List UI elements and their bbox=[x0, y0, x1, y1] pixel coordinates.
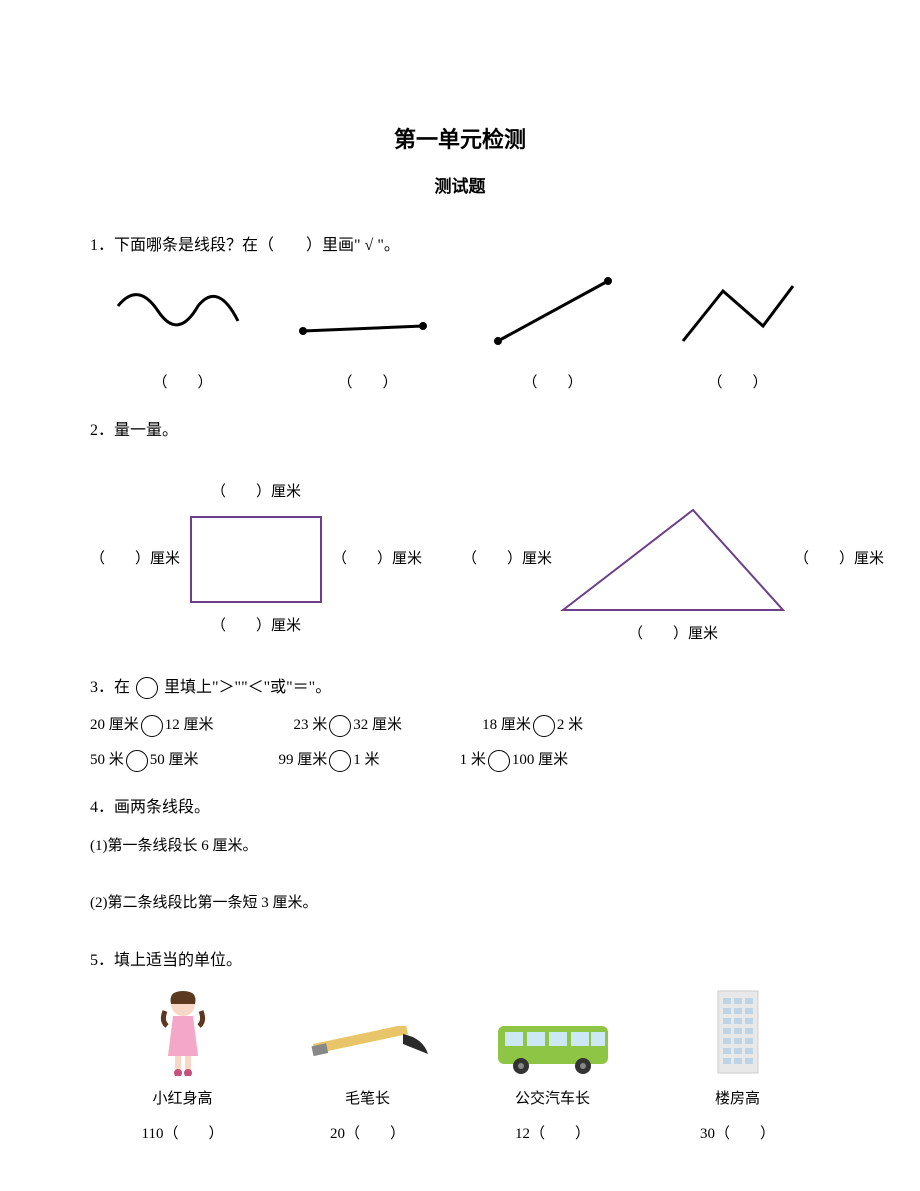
q2-tri-right: （ ）厘米 bbox=[794, 546, 884, 573]
triangle-icon bbox=[558, 505, 788, 615]
girl-icon bbox=[108, 986, 258, 1076]
q1-shape-zigzag: （ ） bbox=[658, 271, 818, 397]
q5-value-3: 12（ ） bbox=[478, 1121, 628, 1148]
circle-icon bbox=[533, 715, 555, 737]
circle-icon bbox=[136, 677, 158, 699]
q1-shape-segment: （ ） bbox=[288, 271, 448, 397]
q4-sub2: (2)第二条线段比第一条短 3 厘米。 bbox=[90, 890, 830, 917]
q3-row-2: 50 米50 厘米 99 厘米1 米 1 米100 厘米 bbox=[90, 747, 830, 774]
q5-item-bus: 公交汽车长 12（ ） bbox=[478, 986, 628, 1148]
q5-value-1: 110（ ） bbox=[108, 1121, 258, 1148]
zigzag-icon bbox=[663, 271, 813, 351]
q1-blank-3: （ ） bbox=[473, 370, 633, 397]
q5-label-4: 楼房高 bbox=[663, 1086, 813, 1113]
question-5: 5．填上适当的单位。 小红身高 110（ ） bbox=[90, 947, 830, 1148]
q1-shape-diagonal: （ ） bbox=[473, 271, 633, 397]
q4-sub1: (1)第一条线段长 6 厘米。 bbox=[90, 833, 830, 860]
q2-rect-bottom: （ ）厘米 bbox=[211, 613, 301, 640]
q3-text: 3．在 里填上"＞""＜"或"＝"。 bbox=[90, 674, 830, 703]
q3-item-2-3: 1 米100 厘米 bbox=[460, 747, 569, 774]
q5-item-girl: 小红身高 110（ ） bbox=[108, 986, 258, 1148]
q2-triangle-wrap: （ ）厘米 （ ）厘米 （ ）厘米 bbox=[462, 466, 884, 654]
circle-icon bbox=[329, 750, 351, 772]
q5-value-2: 20（ ） bbox=[293, 1121, 443, 1148]
building-icon bbox=[663, 986, 813, 1076]
circle-icon bbox=[141, 715, 163, 737]
q3-item-1-3: 18 厘米2 米 bbox=[482, 712, 583, 739]
q5-items-row: 小红身高 110（ ） 毛笔长 20（ ） bbox=[90, 986, 830, 1148]
circle-icon bbox=[329, 715, 351, 737]
q1-shape-wavy: （ ） bbox=[103, 271, 263, 397]
circle-icon bbox=[488, 750, 510, 772]
q1-blank-4: （ ） bbox=[658, 370, 818, 397]
q5-item-building: 楼房高 30（ ） bbox=[663, 986, 813, 1148]
line-segment-icon bbox=[293, 271, 443, 351]
page-title: 第一单元检测 bbox=[90, 120, 830, 160]
q1-blank-2: （ ） bbox=[288, 370, 448, 397]
q3-row-1: 20 厘米12 厘米 23 米32 厘米 18 厘米2 米 bbox=[90, 712, 830, 739]
q3-item-2-1: 50 米50 厘米 bbox=[90, 747, 199, 774]
q5-label-1: 小红身高 bbox=[108, 1086, 258, 1113]
question-1: 1．下面哪条是线段？在（ ）里画" √ "。 （ ） （ ） （ ） bbox=[90, 232, 830, 397]
circle-icon bbox=[126, 750, 148, 772]
question-4: 4．画两条线段。 (1)第一条线段长 6 厘米。 (2)第二条线段比第一条短 3… bbox=[90, 794, 830, 917]
q4-text: 4．画两条线段。 bbox=[90, 794, 830, 823]
q3-item-1-2: 23 米32 厘米 bbox=[294, 712, 403, 739]
diagonal-segment-icon bbox=[478, 271, 628, 351]
rectangle-icon bbox=[186, 512, 326, 607]
q5-item-brush: 毛笔长 20（ ） bbox=[293, 986, 443, 1148]
q3-item-1-1: 20 厘米12 厘米 bbox=[90, 712, 214, 739]
q5-text: 5．填上适当的单位。 bbox=[90, 947, 830, 976]
q2-rect-top: （ ）厘米 bbox=[211, 479, 301, 506]
q2-text: 2．量一量。 bbox=[90, 417, 830, 446]
q2-tri-left: （ ）厘米 bbox=[462, 546, 552, 573]
brush-icon bbox=[293, 986, 443, 1076]
q5-label-2: 毛笔长 bbox=[293, 1086, 443, 1113]
question-2: 2．量一量。 （ ）厘米 （ ）厘米 （ ）厘米 （ ）厘米 （ ）厘米 （ ）… bbox=[90, 417, 830, 654]
q5-value-4: 30（ ） bbox=[663, 1121, 813, 1148]
q2-tri-bottom: （ ）厘米 bbox=[628, 621, 718, 648]
q2-shapes-row: （ ）厘米 （ ）厘米 （ ）厘米 （ ）厘米 （ ）厘米 （ ）厘米 （ ）厘… bbox=[90, 466, 830, 654]
q1-text: 1．下面哪条是线段？在（ ）里画" √ "。 bbox=[90, 232, 830, 261]
bus-icon bbox=[478, 986, 628, 1076]
page-subtitle: 测试题 bbox=[90, 172, 830, 203]
q1-blank-1: （ ） bbox=[103, 370, 263, 397]
q2-rect-left: （ ）厘米 bbox=[90, 546, 180, 573]
q2-rectangle-wrap: （ ）厘米 （ ）厘米 （ ）厘米 （ ）厘米 bbox=[90, 473, 422, 646]
wavy-line-icon bbox=[108, 271, 258, 351]
q1-shapes-row: （ ） （ ） （ ） （ ） bbox=[90, 271, 830, 397]
question-3: 3．在 里填上"＞""＜"或"＝"。 20 厘米12 厘米 23 米32 厘米 … bbox=[90, 674, 830, 775]
q3-item-2-2: 99 厘米1 米 bbox=[279, 747, 380, 774]
q2-rect-right: （ ）厘米 bbox=[332, 546, 422, 573]
q5-label-3: 公交汽车长 bbox=[478, 1086, 628, 1113]
